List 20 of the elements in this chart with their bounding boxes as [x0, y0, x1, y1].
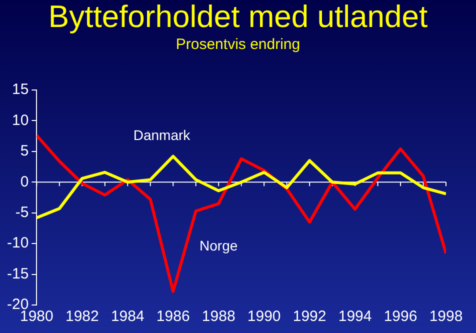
chart-subtitle: Prosentvis endring: [174, 36, 302, 54]
x-tick-label: 1990: [247, 308, 281, 326]
x-tick-label: 1986: [156, 308, 190, 326]
x-tick-label: 1984: [110, 308, 144, 326]
x-tick-label: 1996: [384, 308, 418, 326]
y-tick-label: 15: [12, 81, 29, 98]
chart-title: Bytteforholdet med utlandet: [47, 0, 429, 34]
x-tick-label: 1992: [292, 308, 326, 326]
y-tick-label: -10: [6, 234, 29, 252]
y-tick-label: 5: [20, 142, 29, 160]
series-label: Norge: [200, 238, 238, 254]
y-tick-label: 10: [12, 112, 29, 129]
x-tick-label: 1994: [338, 308, 372, 326]
y-tick-label: 0: [20, 173, 29, 190]
series-label: Danmark: [133, 126, 192, 143]
x-tick-label: 1982: [65, 308, 99, 326]
y-tick-label: -15: [6, 265, 29, 282]
y-tick-label: -5: [15, 204, 29, 221]
x-tick-label: 1988: [202, 308, 236, 326]
x-tick-label: 1998: [429, 308, 463, 326]
